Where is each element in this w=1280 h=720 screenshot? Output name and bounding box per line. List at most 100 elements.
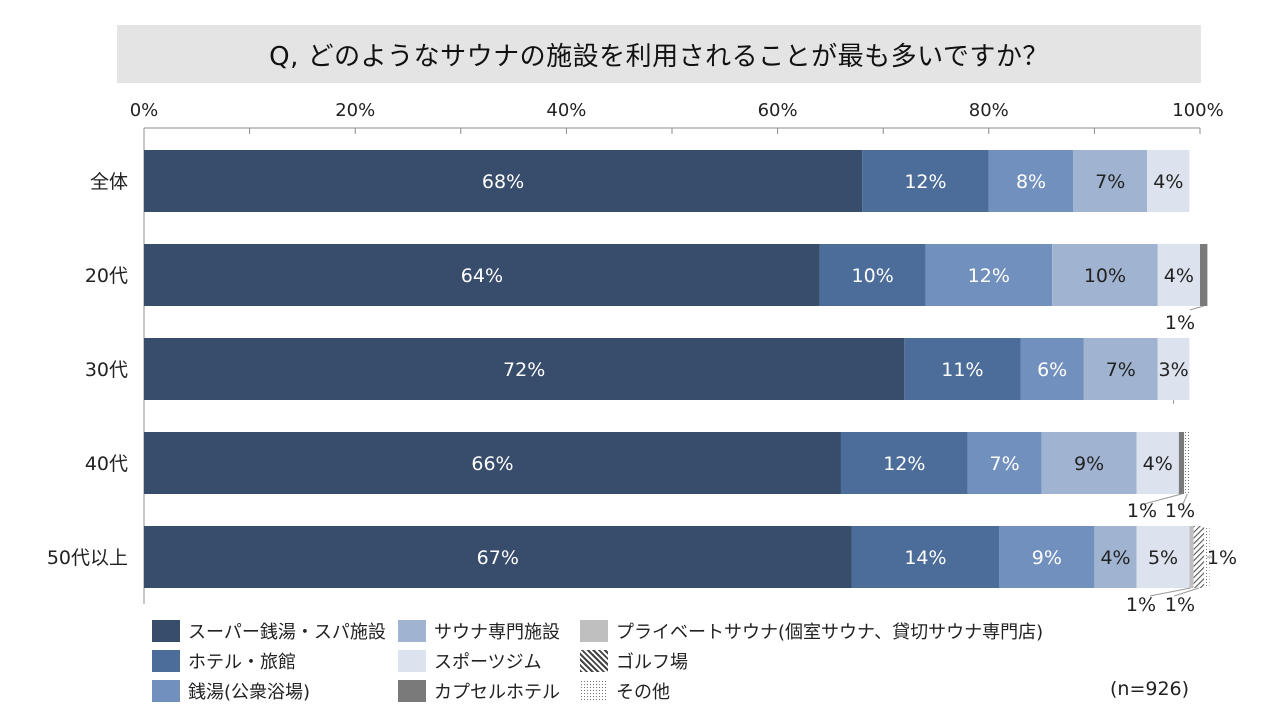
leader-line (1143, 493, 1182, 505)
x-tick-label: 100% (1172, 100, 1223, 121)
y-category-label: 20代 (85, 265, 128, 287)
data-label: 12% (904, 171, 946, 193)
legend-label: 銭湯(公衆浴場) (188, 682, 311, 703)
legend-swatch (398, 620, 426, 642)
leader-line (1149, 587, 1191, 597)
legend-label: サウナ専門施設 (434, 622, 560, 643)
y-category-label: 30代 (85, 359, 128, 381)
y-category-label: 全体 (90, 171, 128, 193)
data-label: 5% (1148, 547, 1178, 569)
legend-item-sports_gym: スポーツジム (398, 648, 542, 674)
data-label: 4% (1164, 265, 1194, 287)
bar-super_sento_spa (144, 526, 852, 588)
x-tick-label: 60% (758, 100, 798, 121)
leader-line (1182, 493, 1188, 505)
data-label: 3% (1159, 359, 1189, 381)
data-label: 12% (883, 453, 925, 475)
bar-sports_gym (1136, 526, 1190, 588)
legend-item-capsule_hotel: カプセルホテル (398, 678, 560, 704)
data-label: 72% (503, 359, 545, 381)
legend-swatch (152, 620, 180, 642)
data-label: 64% (461, 265, 503, 287)
bar-sento (988, 150, 1074, 212)
data-label: 4% (1143, 453, 1173, 475)
x-tick-label: 0% (130, 100, 159, 121)
data-label: 1% (1165, 312, 1195, 334)
bar-super_sento_spa (144, 338, 905, 400)
y-category-label: 40代 (85, 453, 128, 475)
legend-item-golf: ゴルフ場 (580, 648, 688, 674)
x-tick-label: 80% (969, 100, 1009, 121)
bar-capsule_hotel (1200, 244, 1208, 306)
bar-hotel_ryokan (819, 244, 926, 306)
bar-hotel_ryokan (840, 432, 968, 494)
data-label: 1% (1126, 594, 1156, 616)
data-label: 66% (471, 453, 513, 475)
bar-sports_gym (1157, 338, 1190, 400)
bar-sento (1020, 338, 1084, 400)
bar-sauna_specialty (1052, 244, 1158, 306)
legend-swatch (152, 650, 180, 672)
legend-label: その他 (616, 682, 670, 703)
bar-hotel_ryokan (851, 526, 1000, 588)
legend-swatch (398, 680, 426, 702)
legend-label: カプセルホテル (434, 682, 560, 703)
bar-sauna_specialty (1094, 526, 1137, 588)
legend-swatch (580, 680, 608, 702)
data-label: 8% (1016, 171, 1046, 193)
data-label: 67% (477, 547, 519, 569)
data-label: 7% (1095, 171, 1125, 193)
data-label: 1% (1207, 547, 1237, 569)
x-tick-label: 20% (335, 100, 375, 121)
data-label: 9% (1032, 547, 1062, 569)
x-tick-label: 40% (546, 100, 586, 121)
y-category-label: 50代以上 (47, 547, 128, 569)
legend-label: ホテル・旅館 (188, 652, 296, 673)
title-box: Q, どのようなサウナの施設を利用されることが最も多いですか？ (117, 25, 1201, 83)
leader-line (1189, 305, 1204, 311)
legend-item-other: その他 (580, 678, 670, 704)
bar-sauna_specialty (1083, 338, 1158, 400)
bar-sauna_specialty (1073, 150, 1148, 212)
legend-label: スポーツジム (434, 652, 542, 673)
x-axis: 0% 20% 40% 60% 80% 100% 全体 20代 30代 40代 50代以上 (47, 100, 1224, 604)
legend-swatch (580, 620, 608, 642)
data-label: 11% (941, 359, 983, 381)
data-label: 4% (1153, 171, 1183, 193)
data-label: 1% (1165, 594, 1195, 616)
data-label: 1% (1165, 500, 1195, 522)
bar-super_sento_spa (144, 244, 820, 306)
data-label: 7% (1106, 359, 1136, 381)
data-label: 7% (990, 453, 1020, 475)
legend-item-super_sento_spa: スーパー銭湯・スパ施設 (152, 618, 386, 644)
bar-super_sento_spa (144, 432, 841, 494)
bars (144, 150, 1210, 588)
bar-private_sauna (1189, 526, 1194, 588)
bar-hotel_ryokan (862, 150, 989, 212)
data-label: 10% (852, 265, 894, 287)
legend-item-sauna_specialty: サウナ専門施設 (398, 618, 560, 644)
bar-golf (1193, 526, 1205, 588)
bar-sports_gym (1157, 244, 1200, 306)
data-label: 12% (968, 265, 1010, 287)
bar-sento (999, 526, 1095, 588)
bar-other (1184, 432, 1191, 494)
legend-label: プライベートサウナ(個室サウナ、貸切サウナ専門店) (616, 622, 1044, 643)
bar-sports_gym (1136, 432, 1179, 494)
bar-sento (967, 432, 1042, 494)
legend-item-private_sauna: プライベートサウナ(個室サウナ、貸切サウナ専門店) (580, 618, 1043, 644)
data-label: 4% (1100, 547, 1130, 569)
data-labels: 68% 12% 8% 7% 4% 64% 10% 12% 10% 4% 1% 72% 11% 6% 7% 3%… (461, 171, 1237, 616)
data-label: 68% (482, 171, 524, 193)
bar-capsule_hotel (1178, 432, 1185, 494)
bar-super_sento_spa (144, 150, 863, 212)
bar-hotel_ryokan (904, 338, 1021, 400)
bar-sports_gym (1147, 150, 1190, 212)
data-label: 14% (904, 547, 946, 569)
data-label: 6% (1037, 359, 1067, 381)
data-label: 1% (1127, 500, 1157, 522)
data-label: 9% (1074, 453, 1104, 475)
leader-line (1173, 587, 1200, 597)
